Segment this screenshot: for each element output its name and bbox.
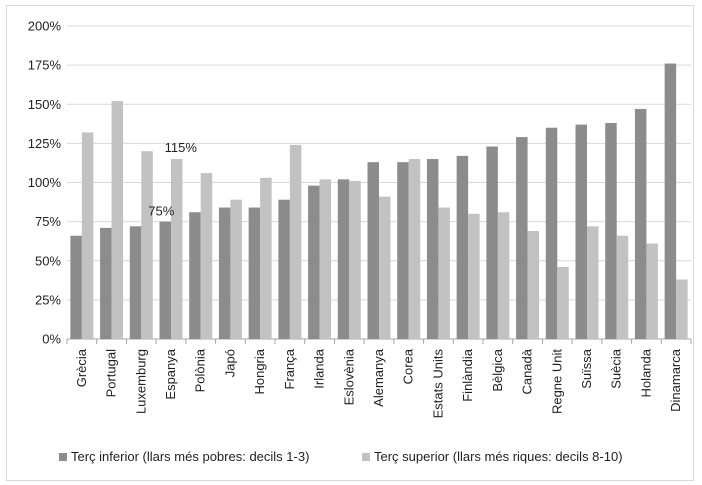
x-tick-label: Grècia <box>74 348 89 387</box>
bar-upper-11 <box>409 159 421 339</box>
y-tick-label: 150% <box>28 97 62 112</box>
x-tick-label: Bèlgica <box>490 348 505 391</box>
annotation-label: 75% <box>148 204 174 219</box>
y-tick-label: 50% <box>35 253 61 268</box>
x-tick-label: Luxemburg <box>133 349 148 414</box>
legend: Terç inferior (llars més pobres: decils … <box>59 449 623 464</box>
bar-lower-16 <box>546 128 558 339</box>
y-tick-label: 125% <box>28 136 62 151</box>
bar-upper-18 <box>617 236 629 339</box>
bar-lower-18 <box>605 123 617 339</box>
annotation-label: 115% <box>165 140 198 155</box>
bar-lower-6 <box>249 208 261 339</box>
bar-lower-10 <box>368 162 380 339</box>
bar-upper-8 <box>320 179 332 339</box>
x-tick-label: Japó <box>222 349 237 377</box>
y-axis-ticks: 0% 25% 50% 75% 100% 125% 150% 175% 200% <box>28 19 62 347</box>
bar-lower-12 <box>427 159 439 339</box>
bar-lower-19 <box>635 109 647 339</box>
x-tick-label: Hongria <box>252 348 267 394</box>
bar-lower-17 <box>576 125 588 339</box>
bar-lower-8 <box>308 186 320 339</box>
bar-upper-13 <box>468 214 480 339</box>
y-tick-label: 100% <box>28 175 62 190</box>
bar-lower-13 <box>457 156 469 339</box>
x-tick-label: Irlanda <box>312 348 327 389</box>
x-tick-label: Suïssa <box>579 348 594 389</box>
x-tick-label: Canadà <box>520 348 535 394</box>
bar-upper-15 <box>528 231 540 339</box>
x-tick-label: Portugal <box>104 349 119 398</box>
bar-lower-20 <box>665 64 677 339</box>
bars <box>70 64 687 339</box>
bar-lower-0 <box>70 236 82 339</box>
bar-upper-9 <box>349 181 361 339</box>
bar-upper-3 <box>171 159 183 339</box>
legend-label: Terç superior (llars més riques: decils … <box>374 449 623 464</box>
bar-lower-3 <box>160 222 172 339</box>
bar-upper-4 <box>201 173 213 339</box>
bar-lower-5 <box>219 208 231 339</box>
bar-lower-2 <box>130 226 142 339</box>
y-tick-label: 25% <box>35 292 61 307</box>
bar-upper-0 <box>82 132 94 339</box>
x-tick-label: Holanda <box>638 348 653 397</box>
bar-lower-15 <box>516 137 528 339</box>
bar-lower-9 <box>338 179 350 339</box>
bar-upper-6 <box>260 178 272 339</box>
x-tick-label: Regne Unit <box>549 349 564 414</box>
bar-lower-11 <box>397 162 409 339</box>
y-tick-label: 75% <box>35 214 61 229</box>
x-tick-label: Suècia <box>609 348 624 389</box>
x-tick-label: Corea <box>401 348 416 384</box>
legend-swatch <box>362 453 370 461</box>
bar-upper-7 <box>290 145 302 339</box>
bar-upper-20 <box>676 280 688 339</box>
bar-chart: 0% 25% 50% 75% 100% 125% 150% 175% 200% Grècia Po… <box>7 6 693 480</box>
bar-upper-16 <box>557 267 569 339</box>
x-tick-label: Polònia <box>193 348 208 392</box>
x-tick-label: Espanya <box>163 348 178 399</box>
x-axis-ticks: Grècia Portugal Luxemburg Espanya Polònia Jap… <box>74 348 683 418</box>
bar-upper-10 <box>379 197 391 339</box>
x-tick-label: França <box>282 348 297 389</box>
bar-upper-12 <box>438 208 450 339</box>
bar-upper-19 <box>646 244 658 339</box>
y-tick-label: 200% <box>28 19 62 34</box>
x-tick-label: Dinamarca <box>668 348 683 412</box>
x-tick-label: Finlàndia <box>460 348 475 402</box>
bar-lower-1 <box>100 228 112 339</box>
bar-lower-14 <box>486 147 498 339</box>
legend-swatch <box>59 453 67 461</box>
bar-upper-17 <box>587 226 599 339</box>
bar-upper-14 <box>498 212 510 339</box>
bar-upper-5 <box>230 200 242 339</box>
x-tick-label: Eslovènia <box>341 348 356 405</box>
x-tick-label: Estats Units <box>430 349 445 419</box>
chart-frame: 0% 25% 50% 75% 100% 125% 150% 175% 200% Grècia Po… <box>6 5 694 481</box>
bar-upper-2 <box>141 151 153 339</box>
y-tick-label: 0% <box>42 332 61 347</box>
y-tick-label: 175% <box>28 58 62 73</box>
legend-label: Terç inferior (llars més pobres: decils … <box>71 449 309 464</box>
bar-lower-7 <box>278 200 290 339</box>
x-tick-label: Alemanya <box>371 348 386 407</box>
bar-upper-1 <box>112 101 124 339</box>
bar-lower-4 <box>189 212 201 339</box>
